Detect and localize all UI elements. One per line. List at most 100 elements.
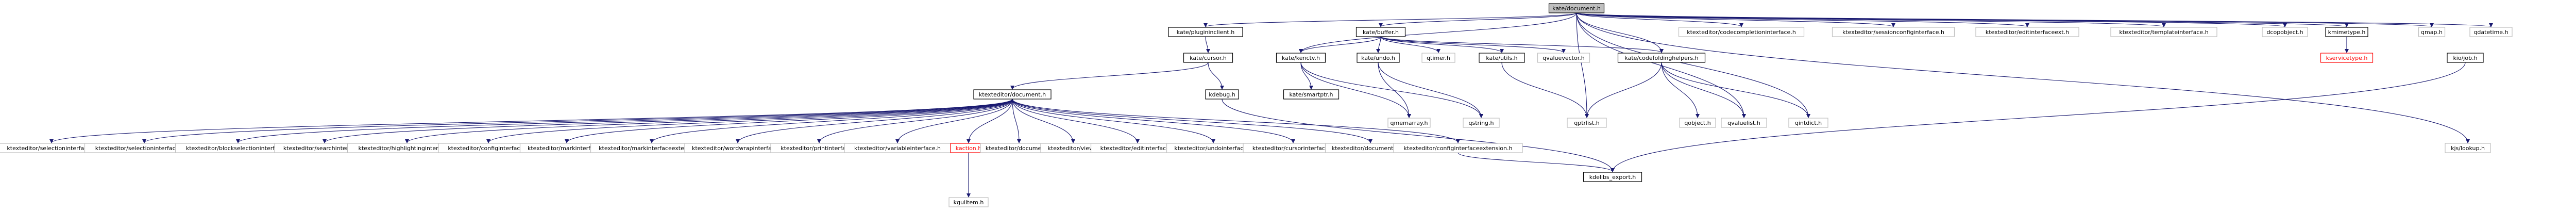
node-ktexteditor-markinterfaceextension-h[interactable]: ktexteditor/markinterfaceextension.h — [590, 143, 714, 153]
node-kate-buffer-h[interactable]: kate/buffer.h — [1355, 27, 1406, 37]
node-label: qmap.h — [2421, 29, 2443, 36]
node-ktexteditor-templateinterface-h[interactable]: ktexteditor/templateinterface.h — [2110, 27, 2217, 37]
node-ktexteditor-documentinfo-h[interactable]: ktexteditor/documentinfo.h — [1325, 143, 1416, 153]
node-kservicetype-h[interactable]: kservicetype.h — [2320, 53, 2374, 63]
node-qintdict-h[interactable]: qintdict.h — [1788, 118, 1828, 128]
edge-n13-n23 — [1378, 62, 1411, 118]
node-ktexteditor-highlightinginterface-h[interactable]: ktexteditor/highlightinginterface.h — [347, 143, 467, 153]
node-kate-cursor-h[interactable]: kate/cursor.h — [1183, 53, 1233, 63]
node-label: ktexteditor/wordwrapinterface.h — [692, 145, 784, 152]
node-kate-plugininclient-h[interactable]: kate/plugininclient.h — [1168, 27, 1243, 37]
node-ktexteditor-document-h[interactable]: ktexteditor/document.h — [980, 143, 1058, 153]
node-qptrlist-h[interactable]: qptrlist.h — [1567, 118, 1607, 128]
node-kate-smartptr-h[interactable]: kate/smartptr.h — [1283, 89, 1340, 100]
edge-n0-n1 — [1204, 12, 1577, 27]
edge-n17-n24 — [1585, 62, 1662, 118]
node-label: ktexteditor/selectioninterfaceext.h — [95, 145, 194, 152]
node-label: qstring.h — [1468, 120, 1494, 126]
edge-n2-n17 — [1380, 36, 1664, 53]
node-box — [1205, 89, 1239, 100]
node-box — [1393, 143, 1523, 153]
node-kguiitem-h[interactable]: kguiitem.h — [948, 197, 989, 207]
node-ktexteditor-wordwrapinterface-h[interactable]: ktexteditor/wordwrapinterface.h — [684, 143, 791, 153]
node-qtimer-h[interactable]: qtimer.h — [1421, 53, 1455, 63]
node-kmimetype-h[interactable]: kmimetype.h — [2325, 27, 2368, 37]
node-ktexteditor-sessionconfiginterface-h[interactable]: ktexteditor/sessionconfiginterface.h — [1832, 27, 1955, 37]
node-kate-kenctv-h[interactable]: kate/kenctv.h — [1276, 53, 1326, 63]
node-label: kate/undo.h — [1361, 55, 1395, 61]
node-label: ktexteditor/view.h — [1048, 145, 1099, 152]
node-ktexteditor-editinterfaceext-h[interactable]: ktexteditor/editinterfaceext.h — [1975, 27, 2079, 37]
node-box — [973, 89, 1052, 100]
node-kate-utils-h[interactable]: kate/utils.h — [1479, 53, 1525, 63]
node-ktexteditor-document-h[interactable]: ktexteditor/document.h — [973, 89, 1052, 100]
node-ktexteditor-printinterface-h[interactable]: ktexteditor/printinterface.h — [770, 143, 868, 153]
node-box — [1387, 118, 1431, 128]
node-label: ktexteditor/document.h — [986, 145, 1053, 152]
node-label: kate/plugininclient.h — [1177, 29, 1234, 36]
node-label: ktexteditor/highlightinginterface.h — [358, 145, 455, 152]
node-label: qdatetime.h — [2473, 29, 2508, 36]
node-qobject-h[interactable]: qobject.h — [1679, 118, 1716, 128]
node-kaction-h[interactable]: kaction.h — [950, 143, 987, 153]
node-box — [1276, 53, 1326, 63]
node-ktexteditor-undointerface-h[interactable]: ktexteditor/undointerface.h — [1166, 143, 1261, 153]
edge-n2-n12 — [1299, 36, 1381, 53]
node-ktexteditor-selectioninterfaceext-h[interactable]: ktexteditor/selectioninterfaceext.h — [84, 143, 205, 153]
node-qstring-h[interactable]: qstring.h — [1463, 118, 1500, 128]
edge-n0-n24 — [1576, 12, 1589, 118]
node-ktexteditor-blockselectioninterface-h[interactable]: ktexteditor/blockselectioninterface.h — [175, 143, 301, 153]
node-qdatetime-h[interactable]: qdatetime.h — [2469, 27, 2513, 37]
node-ktexteditor-configinterface-h[interactable]: ktexteditor/configinterface.h — [438, 143, 539, 153]
edge-n20-n48 — [1012, 99, 1460, 143]
node-box — [1463, 118, 1500, 128]
node-label: ktexteditor/markinterface.h — [528, 145, 606, 152]
edge-n20-n30 — [49, 99, 1013, 143]
node-ktexteditor-codecompletioninterface-h[interactable]: ktexteditor/codecompletioninterface.h — [1678, 27, 1805, 37]
node-kate-codefoldinghelpers-h[interactable]: kate/codefoldinghelpers.h — [1617, 53, 1706, 63]
node-label: ktexteditor/codecompletioninterface.h — [1687, 29, 1796, 36]
node-kate-document-h[interactable]: kate/document.h — [1548, 3, 1605, 13]
node-ktexteditor-markinterface-h[interactable]: ktexteditor/markinterface.h — [519, 143, 614, 153]
node-kate-undo-h[interactable]: kate/undo.h — [1357, 53, 1400, 63]
edge-n20-n47 — [1012, 99, 1372, 143]
node-label: qintdict.h — [1795, 120, 1822, 126]
node-kio-job-h[interactable]: kio/job.h — [2447, 53, 2484, 63]
edge-layer — [49, 12, 2493, 198]
edge-n20-n40 — [895, 99, 1013, 143]
node-label: kate/cursor.h — [1190, 55, 1227, 61]
edge-n48-n49 — [1458, 152, 1615, 172]
node-qmemarray-h[interactable]: qmemarray.h — [1387, 118, 1431, 128]
node-kdelibs-export-h[interactable]: kdelibs_export.h — [1583, 172, 1642, 182]
edge-n2-n14 — [1380, 36, 1440, 53]
node-label: kate/utils.h — [1486, 55, 1517, 61]
node-kdebug-h[interactable]: kdebug.h — [1205, 89, 1239, 100]
node-box — [1355, 27, 1406, 37]
node-ktexteditor-view-h[interactable]: ktexteditor/view.h — [1040, 143, 1106, 153]
edge-n20-n33 — [323, 99, 1013, 143]
node-qvaluelist-h[interactable]: qvaluelist.h — [1721, 118, 1767, 128]
node-box — [2320, 53, 2374, 63]
node-box — [1168, 27, 1243, 37]
node-box — [1548, 3, 1605, 13]
node-box — [2418, 27, 2446, 37]
node-label: qobject.h — [1684, 120, 1710, 126]
node-kjs-lookup-h[interactable]: kjs/lookup.h — [2445, 143, 2491, 153]
node-label: ktexteditor/configinterface.h — [448, 145, 529, 152]
node-qvaluevector-h[interactable]: qvaluevector.h — [1537, 53, 1590, 63]
node-label: ktexteditor/sessionconfiginterface.h — [1842, 29, 1944, 36]
node-ktexteditor-variableinterface-h[interactable]: ktexteditor/variableinterface.h — [844, 143, 951, 153]
edge-n0-n3 — [1576, 12, 1743, 27]
node-label: ktexteditor/selectioninterface.h — [7, 145, 96, 152]
edge-n20-n37 — [650, 99, 1013, 143]
node-qmap-h[interactable]: qmap.h — [2418, 27, 2446, 37]
node-ktexteditor-selectioninterface-h[interactable]: ktexteditor/selectioninterface.h — [0, 143, 107, 153]
edge-n20-n43 — [1012, 99, 1075, 143]
node-box — [2445, 143, 2491, 153]
edge-n0-n4 — [1576, 12, 1895, 27]
node-label: ktexteditor/blockselectioninterface.h — [186, 145, 290, 152]
node-dcopobject-h[interactable]: dcopobject.h — [2262, 27, 2308, 37]
node-label: kmimetype.h — [2328, 29, 2366, 36]
node-ktexteditor-configinterfaceextension-h[interactable]: ktexteditor/configinterfaceextension.h — [1393, 143, 1523, 153]
